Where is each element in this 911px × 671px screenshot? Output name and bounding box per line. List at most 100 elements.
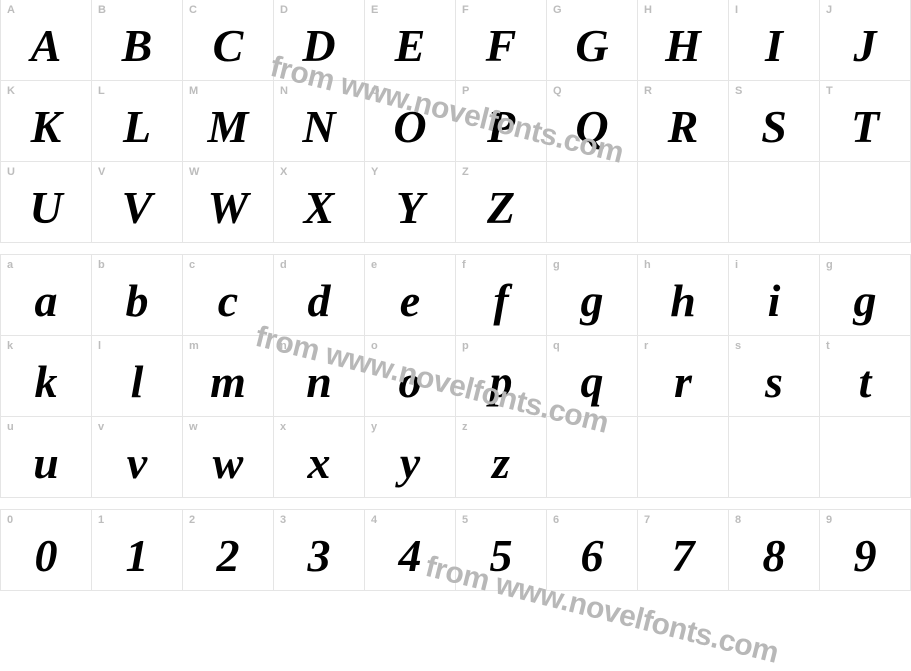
glyph-cell: cc (182, 254, 274, 336)
glyph-cell: FF (455, 0, 547, 81)
glyph-cell: tt (819, 335, 911, 417)
cell-glyph: J (854, 23, 877, 69)
cell-glyph: D (302, 23, 335, 69)
glyph-cell: ll (91, 335, 183, 417)
cell-glyph: 3 (308, 533, 331, 579)
cell-glyph: y (400, 440, 420, 486)
cell-label: 0 (7, 514, 13, 526)
glyph-cell: nn (273, 335, 365, 417)
cell-glyph: E (395, 23, 426, 69)
cell-label: D (280, 4, 288, 16)
glyph-cell: 33 (273, 509, 365, 591)
glyph-cell: gg (546, 254, 638, 336)
cell-label: 8 (735, 514, 741, 526)
glyph-cell: aa (0, 254, 92, 336)
cell-glyph: 6 (581, 533, 604, 579)
glyph-cell (728, 161, 820, 243)
glyph-row: uuvvwwxxyyzz (1, 417, 911, 498)
cell-glyph: I (765, 23, 783, 69)
cell-glyph: U (29, 185, 62, 231)
glyph-row: KKLLMMNNOOPPQQRRSSTT (1, 81, 911, 162)
glyph-cell: mm (182, 335, 274, 417)
cell-label: 6 (553, 514, 559, 526)
cell-glyph: Z (487, 185, 515, 231)
cell-glyph: 1 (126, 533, 149, 579)
cell-glyph: T (851, 104, 879, 150)
cell-glyph: M (208, 104, 249, 150)
glyph-cell: KK (0, 80, 92, 162)
cell-glyph: F (486, 23, 517, 69)
cell-glyph: e (400, 278, 420, 324)
cell-label: T (826, 85, 833, 97)
glyph-cell: II (728, 0, 820, 81)
glyph-cell: ss (728, 335, 820, 417)
cell-glyph: g (581, 278, 604, 324)
glyph-cell: CC (182, 0, 274, 81)
cell-label: P (462, 85, 469, 97)
glyph-cell: SS (728, 80, 820, 162)
glyph-cell: kk (0, 335, 92, 417)
cell-glyph: 5 (490, 533, 513, 579)
cell-label: x (280, 421, 286, 433)
cell-label: Q (553, 85, 562, 97)
glyph-cell: 88 (728, 509, 820, 591)
cell-label: r (644, 340, 648, 352)
cell-glyph: m (210, 359, 246, 405)
cell-glyph: P (487, 104, 515, 150)
cell-glyph: V (122, 185, 153, 231)
glyph-cell: GG (546, 0, 638, 81)
cell-label: l (98, 340, 101, 352)
glyph-cell (728, 416, 820, 498)
cell-glyph: Q (575, 104, 608, 150)
cell-label: c (189, 259, 195, 271)
glyph-cell (546, 161, 638, 243)
cell-label: J (826, 4, 832, 16)
glyph-cell: NN (273, 80, 365, 162)
cell-label: M (189, 85, 198, 97)
glyph-cell: gg (819, 254, 911, 336)
cell-label: 1 (98, 514, 104, 526)
cell-glyph: a (35, 278, 58, 324)
glyph-cell: AA (0, 0, 92, 81)
glyph-cell: XX (273, 161, 365, 243)
glyph-cell: ee (364, 254, 456, 336)
glyph-cell: VV (91, 161, 183, 243)
cell-label: m (189, 340, 199, 352)
cell-label: n (280, 340, 287, 352)
cell-label: k (7, 340, 13, 352)
glyph-cell: QQ (546, 80, 638, 162)
glyph-cell: UU (0, 161, 92, 243)
cell-label: d (280, 259, 287, 271)
cell-label: G (553, 4, 562, 16)
glyph-row: UUVVWWXXYYZZ (1, 162, 911, 243)
cell-label: t (826, 340, 830, 352)
glyph-cell: pp (455, 335, 547, 417)
cell-glyph: l (131, 359, 144, 405)
cell-label: E (371, 4, 378, 16)
glyph-cell: 00 (0, 509, 92, 591)
glyph-row: AABBCCDDEEFFGGHHIIJJ (1, 0, 911, 81)
glyph-cell: zz (455, 416, 547, 498)
cell-glyph: c (218, 278, 238, 324)
cell-glyph: f (493, 278, 508, 324)
cell-glyph: A (31, 23, 62, 69)
cell-glyph: 0 (35, 533, 58, 579)
cell-label: g (826, 259, 833, 271)
cell-glyph: S (761, 104, 787, 150)
cell-label: 7 (644, 514, 650, 526)
cell-glyph: 2 (217, 533, 240, 579)
glyph-cell: 99 (819, 509, 911, 591)
cell-glyph: 7 (672, 533, 695, 579)
glyph-cell: xx (273, 416, 365, 498)
glyph-cell (637, 416, 729, 498)
cell-glyph: n (306, 359, 332, 405)
cell-label: I (735, 4, 738, 16)
cell-glyph: u (33, 440, 59, 486)
font-character-map: AABBCCDDEEFFGGHHIIJJKKLLMMNNOOPPQQRRSSTT… (0, 0, 911, 591)
glyph-cell: JJ (819, 0, 911, 81)
cell-label: X (280, 166, 287, 178)
cell-label: y (371, 421, 377, 433)
cell-label: H (644, 4, 652, 16)
cell-glyph: o (399, 359, 422, 405)
glyph-cell: vv (91, 416, 183, 498)
